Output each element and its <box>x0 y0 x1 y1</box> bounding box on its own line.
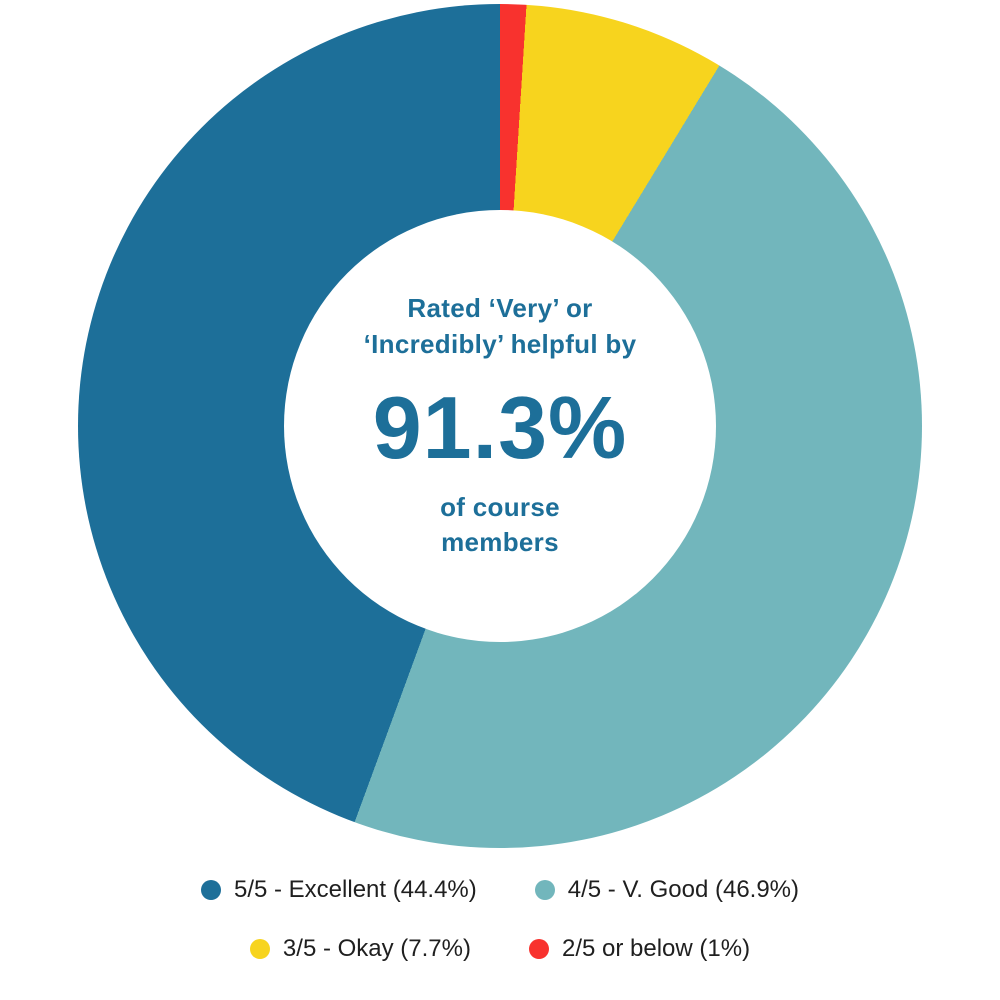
legend-row-1: 5/5 - Excellent (44.4%) 4/5 - V. Good (4… <box>200 876 800 905</box>
legend-item-excellent: 5/5 - Excellent (44.4%) <box>200 876 477 905</box>
center-caption-line1: Rated ‘Very’ or <box>407 293 593 324</box>
center-sub-line2: members <box>441 527 559 558</box>
legend-dot-okay-icon <box>249 939 270 960</box>
legend-item-okay: 3/5 - Okay (7.7%) <box>249 934 471 964</box>
legend-label-okay: 3/5 - Okay (7.7%) <box>282 934 471 962</box>
legend-label-below: 2/5 or below (1%) <box>561 934 751 962</box>
legend-label-excellent: 5/5 - Excellent (44.4%) <box>233 876 477 903</box>
center-sub-line1: of course <box>440 492 560 523</box>
center-caption: Rated ‘Very’ or ‘Incredibly’ helpful by <box>364 291 637 361</box>
legend-item-below: 2/5 or below (1%) <box>528 934 751 964</box>
legend-row-2: 3/5 - Okay (7.7%) 2/5 or below (1%) <box>249 934 751 964</box>
donut-center: Rated ‘Very’ or ‘Incredibly’ helpful by … <box>284 210 716 642</box>
legend-item-vgood: 4/5 - V. Good (46.9%) <box>534 876 800 905</box>
center-value: 91.3% <box>372 377 628 477</box>
legend-dot-below-icon <box>528 939 549 960</box>
legend-dot-excellent-icon <box>200 880 221 901</box>
center-caption-line2: ‘Incredibly’ helpful by <box>363 328 637 359</box>
center-subcaption: of course members <box>440 490 560 560</box>
legend-dot-vgood-icon <box>534 880 555 901</box>
legend: 5/5 - Excellent (44.4%) 4/5 - V. Good (4… <box>0 876 1000 964</box>
donut-chart: Rated ‘Very’ or ‘Incredibly’ helpful by … <box>78 4 922 848</box>
legend-label-vgood: 4/5 - V. Good (46.9%) <box>567 876 800 903</box>
